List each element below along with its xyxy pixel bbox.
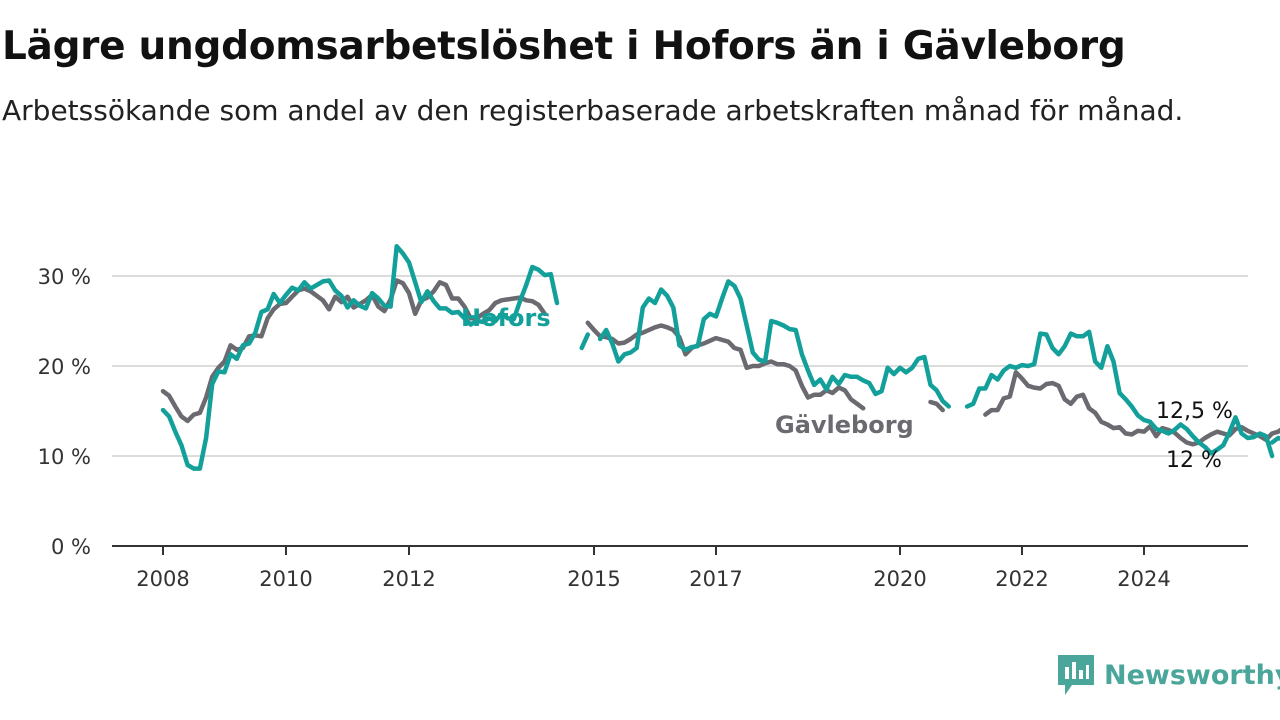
end-label-hofors: 12 % — [1166, 448, 1222, 473]
series-label-gavleborg: Gävleborg — [775, 411, 914, 439]
y-axis-ticks: 0 % 10 % 20 % 30 % — [38, 265, 91, 559]
brand-logo: Newsworthy — [1058, 654, 1280, 696]
x-tick-label: 2022 — [995, 567, 1048, 591]
x-tick-label: 2008 — [136, 567, 189, 591]
series-labels: Hofors Gävleborg 12,5 % 12 % — [461, 304, 1233, 473]
series-lines — [160, 244, 1280, 471]
chart-subtitle: Arbetssökande som andel av den registerb… — [2, 94, 1184, 127]
series-label-hofors: Hofors — [461, 304, 551, 332]
chart-title: Lägre ungdomsarbetslöshet i Hofors än i … — [2, 24, 1126, 69]
series-line-hofors — [160, 244, 1280, 471]
x-tick-label: 2024 — [1117, 567, 1170, 591]
end-label-gavleborg: 12,5 % — [1156, 399, 1233, 424]
x-tick-label: 2015 — [567, 567, 620, 591]
x-tick-label: 2010 — [259, 567, 312, 591]
y-tick-label: 20 % — [38, 355, 91, 379]
series-line-gavleborg — [160, 278, 1280, 447]
x-axis: 2008 2010 2012 2015 2017 2020 2022 2024 — [112, 545, 1248, 591]
gridlines — [112, 275, 1248, 457]
y-tick-label: 10 % — [38, 445, 91, 469]
y-tick-label: 30 % — [38, 265, 91, 289]
x-tick-label: 2017 — [689, 567, 742, 591]
x-tick-label: 2012 — [382, 567, 435, 591]
brand-name: Newsworthy — [1104, 659, 1280, 691]
x-tick-label: 2020 — [873, 567, 926, 591]
y-tick-label: 0 % — [51, 535, 91, 559]
newsworthy-logo-icon — [1058, 655, 1094, 695]
